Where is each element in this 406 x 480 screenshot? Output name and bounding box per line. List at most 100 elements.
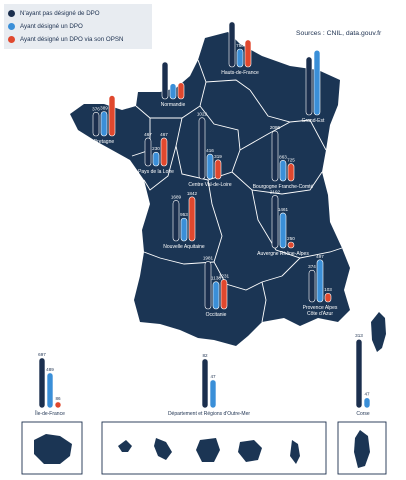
data-label: 47 [210,374,216,379]
data-label: 1884 [227,16,238,21]
data-label: 86 [55,396,61,401]
category-label: Bourgogne Franche-Comté [253,184,314,190]
mayotte-map [290,440,300,464]
legend-item-opsn: Ayant désigné un DPO via son OPSN [8,33,148,46]
data-label: 643 [169,78,177,83]
bar [206,153,214,180]
data-label: 1231 [219,273,230,278]
category-label-line: Occitanie [206,312,227,318]
category-label-line: Hauts-de-France [221,70,259,76]
category-label: Hauts-de-France [221,70,259,76]
category-label-line: Bretagne [94,139,115,145]
category-label-line: Nouvelle Aquitaine [163,244,205,250]
bar [180,217,188,242]
category-label: Grand-Est [302,118,325,124]
bar [220,279,228,310]
bar [54,401,62,409]
bar [38,357,46,409]
bar [46,372,54,409]
category-label-line: Centre Val-de-Loire [188,182,231,188]
data-label: 82 [202,353,208,358]
data-label: 750 [236,43,244,48]
bar [201,358,209,409]
bar [188,196,196,242]
data-label: 1138 [211,276,221,281]
bar-group: 467 230 467 Pays de la Loire [138,132,174,175]
category-label: Département et Régions d'Outre-Mer [168,411,250,417]
bar [212,281,220,310]
source-note: Sources : CNIL, data.gouv.fr [296,30,382,37]
data-label: 376 [92,106,100,111]
legend: N'ayant pas désigné de DPO Ayant désigné… [4,4,152,49]
bar-group: 82 47 Département et Régions d'Outre-Mer [168,353,250,417]
bar-group: 1689 953 1842 Nouvelle Aquitaine [163,191,205,250]
region-borders [131,59,343,323]
data-label: 250 [287,236,295,241]
bar-group: 697 489 86 Île-de-France [34,352,65,417]
bar [355,338,363,409]
data-label: 1689 [171,194,182,199]
data-label: 489 [46,367,54,372]
corsica-map [371,312,386,352]
bar [152,151,160,167]
data-label: 1022 [197,112,208,117]
category-label: Île-de-France [34,410,65,417]
data-label: 497 [316,254,324,259]
category-label: Centre Val-de-Loire [188,182,231,188]
guyane-map [196,438,220,462]
bar [287,163,295,182]
category-label-line: Auvergne Rhône-Alpes [257,251,309,257]
bar [271,130,279,182]
bar [324,292,332,303]
france-map-mainland [70,32,350,346]
data-label: 1546 [160,56,171,61]
data-label: 725 [287,158,295,163]
bar [236,48,244,68]
reunion-map [238,440,262,462]
bar [244,39,252,68]
category-label: Bretagne [94,139,115,145]
data-label: 1842 [187,191,198,196]
legend-swatch-no-dpo [8,10,15,17]
data-label: 697 [38,352,46,357]
data-label: 1461 [278,207,289,212]
data-label: 230 [152,146,160,151]
bar [271,195,279,249]
bar [172,200,180,242]
category-label-line: Côte d'Azur [307,311,333,317]
martinique-map [154,438,172,460]
category-label-line: Corse [356,411,370,417]
bar [228,21,236,68]
data-label: 681 [177,77,185,82]
category-label: Pays de la Loire [138,169,174,175]
category-label-line: Île-de-France [34,410,65,417]
category-label-line: Bourgogne Franche-Comté [253,184,314,190]
data-label: 643 [108,89,116,94]
data-label: 389 [100,105,108,110]
category-label: Nouvelle Aquitaine [163,244,205,250]
data-label: 319 [214,154,222,159]
bar-group: 2192 1461 250 Auvergne Rhône-Alpes [257,189,309,257]
bar [305,56,313,116]
bar [204,261,212,310]
data-label: 374 [308,264,316,269]
idf-inset-map [34,434,72,464]
corse-inset-map [354,430,370,468]
bar-group: 1884 750 1131 Hauts-de-France [221,16,259,76]
legend-label-no-dpo: N'ayant pas désigné de DPO [20,10,100,17]
category-label-line: Grand-Est [302,118,325,124]
bar [177,82,185,100]
legend-label-dpo: Ayant désigné un DPO [20,23,83,30]
data-label: 863 [279,154,287,159]
data-label: 467 [144,132,152,137]
data-label: 2422 [304,51,315,56]
category-label: Provence Alpes Côte d'Azur [303,305,338,317]
bar [161,61,169,100]
data-label: 2192 [270,189,281,194]
bar [308,269,316,303]
data-label: 313 [355,333,363,338]
